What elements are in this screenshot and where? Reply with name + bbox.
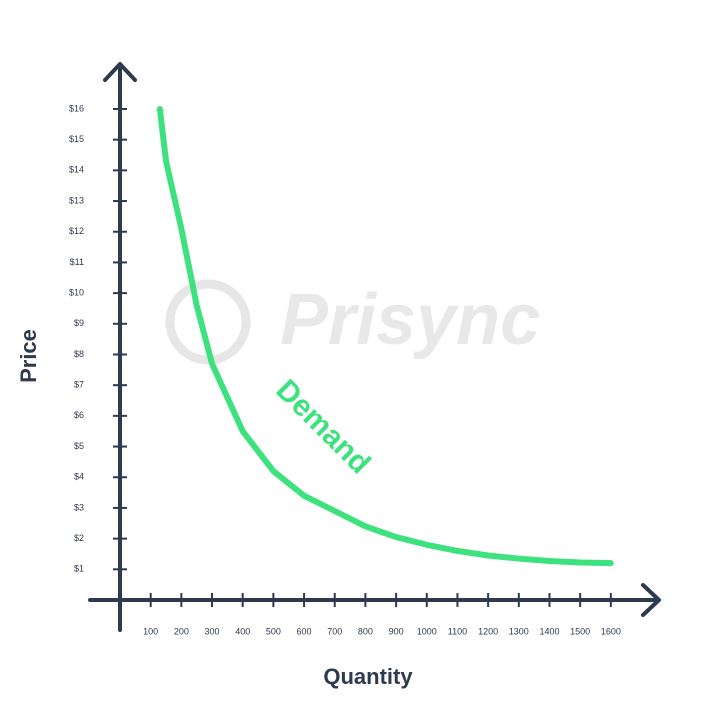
x-tick-label: 200 [174,626,189,636]
x-tick-label: 1300 [509,626,529,636]
x-tick-label: 800 [358,626,373,636]
y-axis-label: Price [16,329,41,383]
y-tick-label: $3 [74,502,84,512]
y-tick-label: $1 [74,564,84,574]
y-tick-label: $5 [74,441,84,451]
y-tick-label: $6 [74,410,84,420]
axes [88,62,661,632]
demand-line [156,105,614,567]
y-tick-label: $14 [69,165,84,175]
x-tick-label: 400 [235,626,250,636]
annotation: Demand [270,373,377,480]
x-tick-label: 1100 [448,626,467,636]
watermark: Prisync [280,280,540,360]
y-tick-label: $16 [69,103,84,113]
y-tick-label: $15 [69,134,84,144]
y-tick-label: $8 [74,349,84,359]
x-tick-label: 1000 [417,626,437,636]
x-tick-label: 300 [205,626,220,636]
x-tick-label: 600 [297,626,312,636]
x-tick-label: 700 [327,626,342,636]
x-tick-label: 1200 [478,626,498,636]
x-tick-label: 1500 [570,626,590,636]
x-tick-label: 100 [143,626,158,636]
y-tick-label: $12 [69,226,84,236]
x-tick-label: 1400 [539,626,559,636]
y-tick-label: $13 [69,195,84,205]
y-tick-label: $4 [74,472,84,482]
y-tick-label: $11 [70,257,84,267]
y-tick-label: $10 [69,287,84,297]
x-tick-label: 500 [266,626,281,636]
y-tick-label: $9 [74,318,84,328]
x-tick-label: 900 [389,626,404,636]
y-tick-label: $7 [74,380,84,390]
y-tick-label: $2 [74,533,84,543]
x-axis-label: Quantity [323,664,413,689]
x-tick-label: 1600 [601,626,621,636]
